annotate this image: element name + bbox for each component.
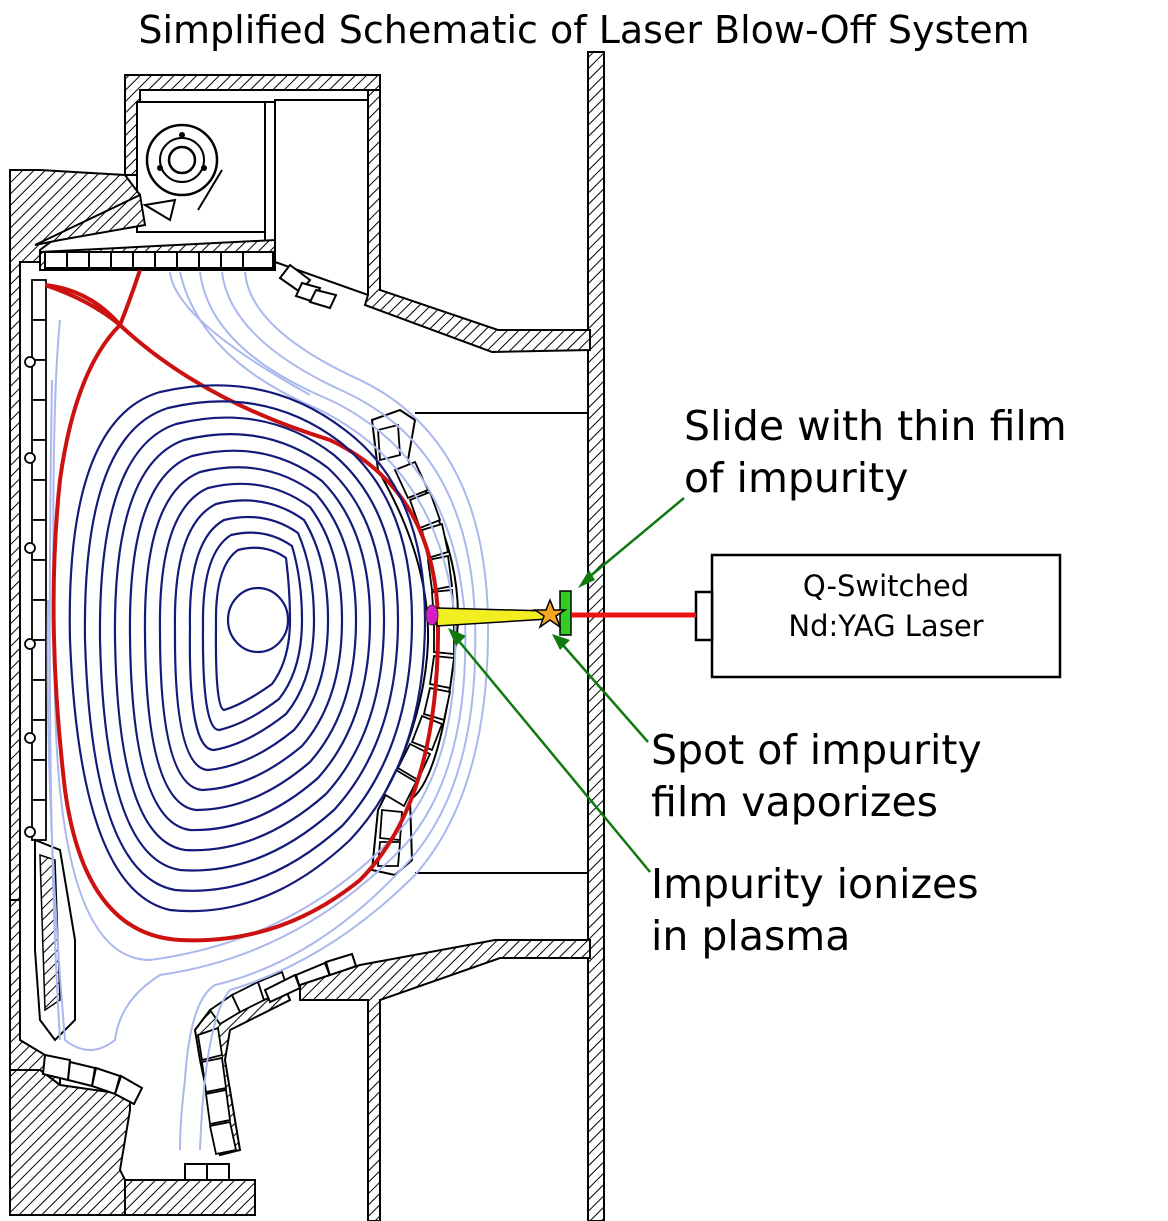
spot-label: Spot of impurity film vaporizes — [651, 724, 982, 828]
callout-arrows — [448, 497, 685, 873]
laser-label: Q-Switched Nd:YAG Laser — [712, 566, 1060, 646]
laser-aperture — [694, 590, 714, 642]
nested-flux-surfaces — [68, 384, 427, 913]
separatrix — [45, 270, 441, 943]
spot-label-line-2: film vaporizes — [651, 778, 939, 826]
laser-label-line-1: Q-Switched — [802, 569, 970, 603]
spot-arrow — [561, 643, 649, 743]
ionize-label-line-2: in plasma — [651, 912, 851, 960]
tokamak-vessel — [9, 51, 605, 1221]
inboard-tiles — [31, 279, 47, 841]
plasma-spot — [425, 604, 439, 626]
ionize-label-line-1: Impurity ionizes — [651, 860, 979, 908]
slide-arrow — [587, 497, 685, 579]
circle-port-icon — [142, 123, 223, 222]
slide-label: Slide with thin film of impurity — [684, 400, 1067, 504]
flux-surfaces — [45, 270, 490, 1151]
lower-right-wall — [299, 939, 591, 1221]
ablation-plume — [436, 607, 549, 627]
upper-right-wall — [363, 89, 591, 354]
diagram-title: Simplified Schematic of Laser Blow-Off S… — [138, 8, 1030, 52]
top-tiles — [44, 251, 274, 269]
spot-label-line-1: Spot of impurity — [651, 726, 982, 774]
laser-label-line-2: Nd:YAG Laser — [788, 609, 984, 643]
slide-label-line-2: of impurity — [684, 454, 909, 502]
support-wall — [587, 51, 605, 1221]
ionize-label: Impurity ionizes in plasma — [651, 858, 979, 962]
ionize-arrow — [457, 639, 651, 873]
laser-system — [425, 553, 1062, 679]
slide-label-line-1: Slide with thin film — [684, 402, 1067, 450]
star-icon — [532, 597, 568, 629]
laser-box — [710, 553, 1062, 679]
lower-left-wall — [9, 1069, 137, 1216]
